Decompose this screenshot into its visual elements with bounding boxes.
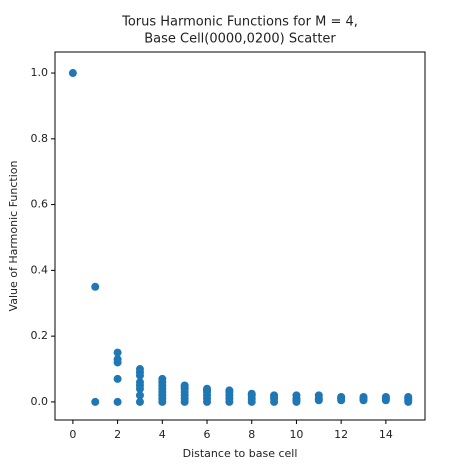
chart-title: Torus Harmonic Functions for M = 4, [121,15,358,30]
point [113,358,122,367]
point [158,397,167,406]
point [91,282,100,291]
point [180,397,189,406]
point [135,391,144,400]
y-tick-label: 0.2 [31,329,49,342]
point [113,397,122,406]
y-tick-label: 0.4 [31,263,49,276]
x-tick-label: 14 [379,428,393,441]
plot-frame [54,51,426,421]
point [135,384,144,393]
x-axis-label: Distance to base cell [183,447,298,460]
x-tick-label: 12 [334,428,348,441]
point [135,397,144,406]
point [225,397,234,406]
chart-title: Base Cell(0000,0200) Scatter [144,32,336,47]
point [337,396,346,405]
point [91,397,100,406]
point [404,397,413,406]
point [113,374,122,383]
point [292,397,301,406]
x-tick-label: 6 [204,428,211,441]
y-tick-label: 0.8 [31,132,49,145]
point [113,348,122,357]
point [135,371,144,380]
point [203,397,212,406]
y-tick-label: 0.0 [31,395,49,408]
point [68,69,77,78]
point [381,396,390,405]
x-tick-label: 10 [289,428,303,441]
point [359,396,368,405]
y-axis-label: Value of Harmonic Function [7,160,20,311]
y-tick-label: 0.6 [31,198,49,211]
x-tick-label: 8 [248,428,255,441]
x-tick-label: 2 [114,428,121,441]
x-tick-label: 0 [69,428,76,441]
point [314,396,323,405]
x-tick-label: 4 [159,428,166,441]
point [270,397,279,406]
point [247,397,256,406]
y-tick-label: 1.0 [31,66,49,79]
